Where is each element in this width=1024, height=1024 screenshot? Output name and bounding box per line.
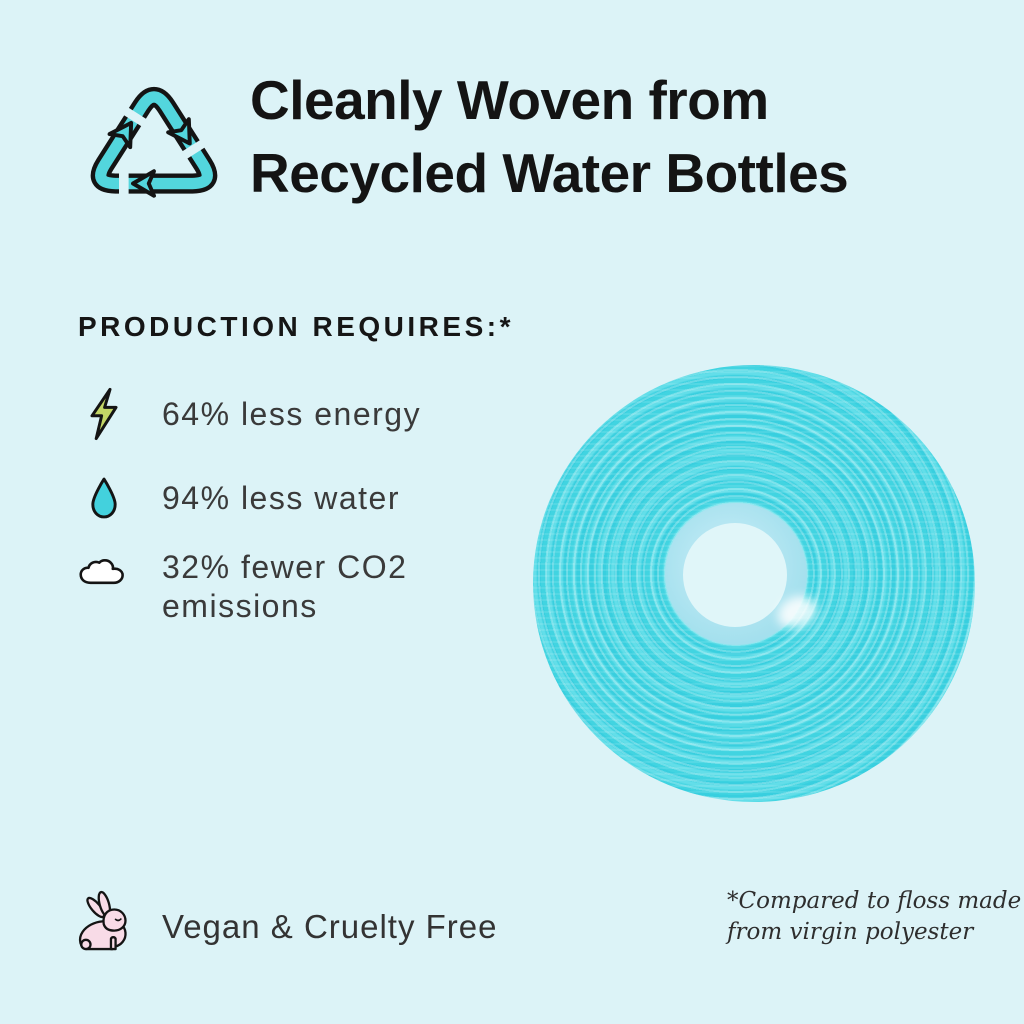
footnote: *Compared to floss made from virgin poly… (727, 886, 1021, 948)
vegan-label: Vegan & Cruelty Free (162, 907, 498, 945)
list-item-label: 32% fewer CO2 emissions (162, 549, 408, 624)
spool-hole (683, 523, 787, 627)
page-title-line1: Cleanly Woven from (250, 69, 769, 131)
page-title-line2: Recycled Water Bottles (250, 142, 849, 204)
footnote-line1: *Compared to floss made (727, 888, 1022, 914)
cloud-icon (72, 558, 136, 588)
list-item-water: 94% less water (72, 472, 400, 524)
production-heading: PRODUCTION REQUIRES:* (78, 311, 514, 342)
recycle-icon (90, 87, 218, 198)
rabbit-icon (74, 889, 140, 964)
list-item-label: 94% less water (162, 479, 400, 516)
footnote-line2: from virgin polyester (727, 919, 974, 945)
floss-spool-photo (533, 365, 975, 802)
list-item-label: 64% less energy (162, 395, 422, 432)
lightning-bolt-icon (72, 387, 136, 441)
vegan-badge: Vegan & Cruelty Free (74, 889, 498, 964)
water-drop-icon (72, 476, 136, 520)
list-item-co2: 32% fewer CO2 emissions (72, 548, 477, 626)
list-item-energy: 64% less energy (72, 384, 421, 444)
page-title: Cleanly Woven from Recycled Water Bottle… (250, 64, 849, 210)
